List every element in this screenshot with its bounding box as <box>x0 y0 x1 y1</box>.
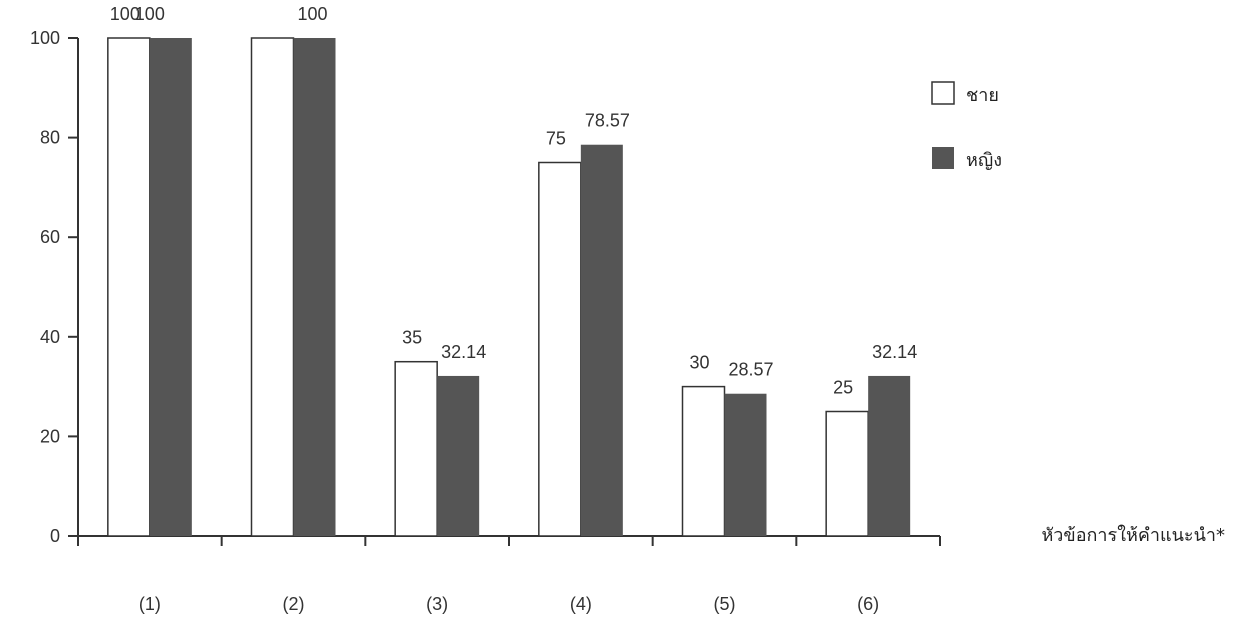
bar-female <box>868 375 911 536</box>
bar-female <box>149 38 192 536</box>
x-category-label: (2) <box>283 594 305 614</box>
x-axis-title: หัวข้อการให้คำแนะนำ* <box>1041 524 1225 546</box>
bar-female <box>724 393 767 536</box>
x-category-label: (1) <box>139 594 161 614</box>
bar-male <box>107 37 151 537</box>
y-tick-label: 80 <box>40 128 60 148</box>
data-label-category: 100 <box>135 4 165 24</box>
data-label-female: 78.57 <box>585 111 630 131</box>
bar-male <box>394 360 438 537</box>
data-label-female: 100 <box>298 4 328 24</box>
y-tick-label: 100 <box>30 28 60 48</box>
bar-female <box>580 144 623 536</box>
bar-male <box>681 385 726 537</box>
bar-male <box>538 161 582 537</box>
x-category-label: (5) <box>714 594 736 614</box>
bar-female <box>293 38 336 536</box>
y-tick-label: 60 <box>40 227 60 247</box>
data-label-female: 32.14 <box>441 342 486 362</box>
bar-female <box>437 375 480 536</box>
x-category-label: (4) <box>570 594 592 614</box>
x-category-label: (6) <box>857 594 879 614</box>
data-label-female: 28.57 <box>729 360 774 380</box>
x-axis: (1) (2) (3) (4) (5) (6) <box>77 535 941 614</box>
legend-label-male: ชาย <box>966 85 999 106</box>
y-tick-label: 0 <box>50 526 60 546</box>
bar-male <box>250 37 295 537</box>
y-tick-label: 40 <box>40 327 60 347</box>
legend-label-female: หญิง <box>966 150 1002 171</box>
data-label-male: 30 <box>689 353 709 373</box>
x-category-label: (3) <box>426 594 448 614</box>
legend-swatch-male <box>931 81 955 105</box>
data-label-male: 75 <box>546 129 566 149</box>
legend: ชาย หญิง <box>931 81 1002 171</box>
y-axis: 0 20 40 60 80 100 <box>30 28 79 546</box>
data-label-male: 35 <box>402 328 422 348</box>
y-tick-label: 20 <box>40 426 60 446</box>
data-label-female: 32.14 <box>872 342 917 362</box>
data-label-male: 25 <box>833 378 853 398</box>
legend-swatch-female <box>932 147 954 169</box>
bar-male <box>825 410 869 537</box>
bars <box>107 37 911 537</box>
data-label-male: 100 <box>110 4 140 24</box>
